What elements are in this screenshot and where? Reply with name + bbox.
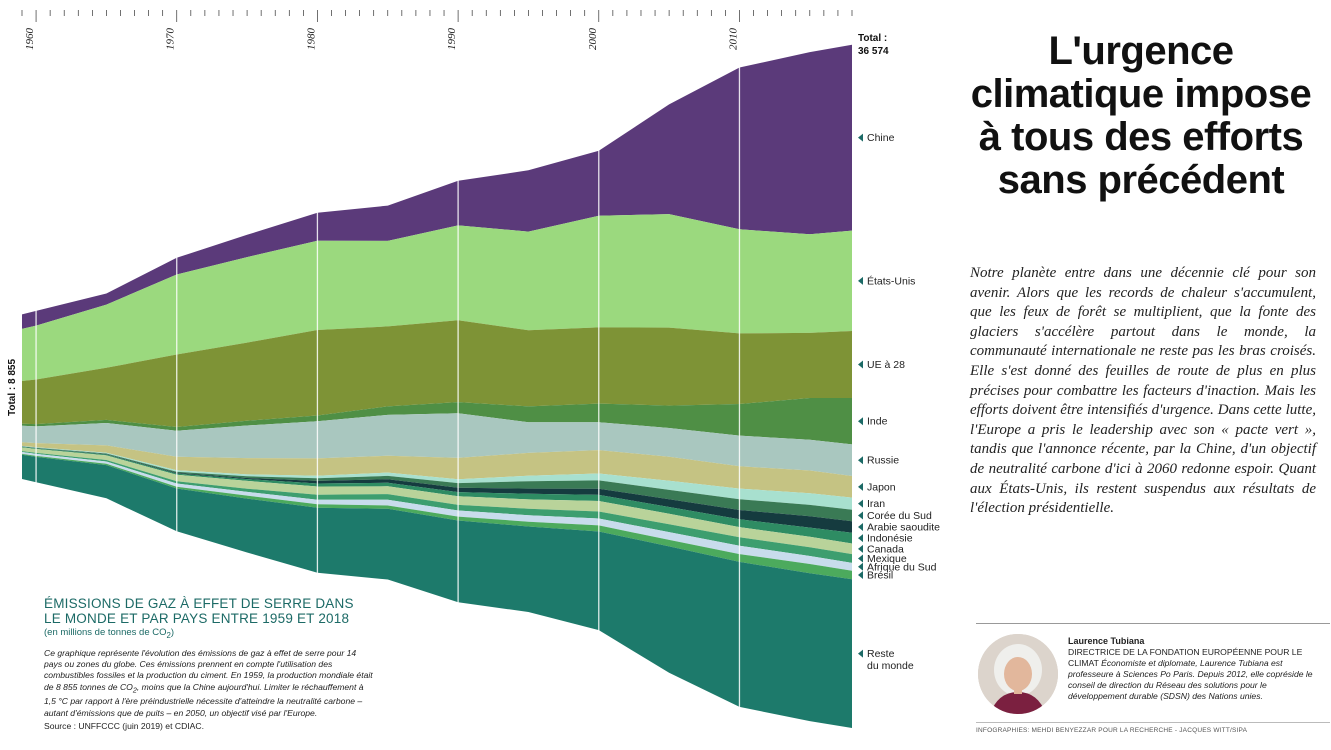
series-label-text: Japon (867, 481, 896, 493)
label-pointer-icon (858, 562, 863, 571)
area-br-sil (22, 453, 852, 580)
author-role: DIRECTRICE DE LA FONDATION EUROPÉENNE PO… (1068, 647, 1303, 668)
label-pointer-icon (858, 554, 863, 563)
author-name: Laurence Tubiana (1068, 636, 1145, 646)
series-label: Russie (858, 455, 899, 467)
label-pointer-icon (858, 511, 863, 520)
series-label-text: Inde (867, 416, 888, 428)
author-avatar (978, 634, 1058, 714)
label-pointer-icon (858, 522, 863, 531)
series-label: Afrique du Sud (858, 561, 937, 573)
chart-source: Source : UNFFCCC (juin 2019) et CDIAC. (44, 720, 204, 731)
series-label-text: Arabie saoudite (867, 521, 940, 533)
label-pointer-icon (858, 482, 863, 491)
area-ue-28 (22, 320, 852, 427)
area-afrique-du-sud (22, 452, 852, 571)
area--tats-unis (22, 214, 852, 381)
label-pointer-icon (858, 534, 863, 543)
series-label: Iran (858, 498, 885, 510)
series-label: Mexique (858, 553, 907, 565)
series-label-text: du monde (867, 660, 914, 672)
year-tick-label: 1970 (165, 28, 177, 51)
article-lead: Notre planète entre dans une décennie cl… (970, 265, 1316, 517)
series-label-text: Afrique du Sud (867, 561, 937, 573)
year-tick-label: 1990 (446, 28, 458, 51)
year-tick-label: 1960 (24, 28, 36, 51)
year-tick-label: 2000 (587, 28, 599, 51)
unit-text: (en millions de tonnes de CO (44, 627, 167, 638)
year-tick-label: 1980 (305, 28, 317, 51)
area-canada (22, 447, 852, 555)
series-label: Brésil (858, 569, 893, 581)
author-text: Laurence Tubiana DIRECTRICE DE LA FONDAT… (1068, 636, 1324, 702)
label-pointer-icon (858, 360, 863, 369)
area-russie (22, 413, 852, 476)
series-label: Corée du Sud (858, 510, 932, 522)
label-pointer-icon (858, 570, 863, 579)
chart-description: Ce graphique représente l'évolution des … (44, 648, 374, 719)
label-pointer-icon (858, 544, 863, 553)
series-label-text: Iran (867, 498, 885, 510)
series-label-text: Chine (867, 132, 895, 144)
area-mexique (22, 451, 852, 563)
series-label-text: Russie (867, 455, 899, 467)
article-headline: L'urgence climatique impose à tous des e… (970, 29, 1312, 202)
total-end-value: 36 574 (858, 46, 889, 57)
area-inde (22, 398, 852, 445)
unit-text-end: ) (170, 627, 175, 638)
emissions-stream-chart: 1960 1970 1980 1990 2000 2010 Chine États-Unis… (7, 10, 941, 728)
author-box: Laurence Tubiana DIRECTRICE DE LA FONDAT… (976, 623, 1330, 714)
series-label-text: Brésil (867, 569, 893, 581)
series-label: Arabie saoudite (858, 521, 940, 533)
label-pointer-icon (858, 456, 863, 465)
chart-caption: ÉMISSIONS DE GAZ À EFFET DE SERRE DANS L… (44, 596, 374, 731)
label-pointer-icon (858, 133, 863, 142)
series-label-text: Mexique (867, 553, 907, 565)
chart-unit: (en millions de tonnes de CO2) (44, 627, 374, 640)
area-japon (22, 442, 852, 498)
label-pointer-icon (858, 499, 863, 508)
label-pointer-icon (858, 276, 863, 285)
series-label-text: UE à 28 (867, 359, 905, 371)
area-reste-du-monde (22, 454, 852, 728)
series-label-text: Canada (867, 543, 904, 555)
chart-title: ÉMISSIONS DE GAZ À EFFET DE SERRE DANS L… (44, 596, 354, 626)
description-part-2: , moins que la Chine aujourd'hui. Limite… (44, 681, 364, 718)
author-description: Économiste et diplomate, Laurence Tubian… (1068, 658, 1313, 701)
area-chine (22, 44, 852, 329)
description-subscript: 2 (132, 686, 137, 695)
total-start-label: Total : 8 855 (7, 359, 18, 416)
area-cor-e-du-sud (22, 446, 852, 522)
series-label: Indonésie (858, 533, 913, 545)
series-label-text: Reste (867, 648, 895, 660)
series-label: Japon (858, 481, 896, 493)
description-part-1: Ce graphique représente l'évolution des … (44, 647, 373, 692)
unit-subscript: 2 (166, 630, 171, 640)
series-label: Inde (858, 416, 888, 428)
label-pointer-icon (858, 417, 863, 426)
total-end-label: Total : (858, 33, 887, 44)
label-pointer-icon (858, 649, 863, 658)
infographic-credit: INFOGRAPHIES: MEHDI BENYEZZAR POUR LA RE… (976, 722, 1330, 734)
series-label: Chine (858, 132, 895, 144)
series-label: UE à 28 (858, 359, 905, 371)
year-tick-label: 2010 (727, 28, 739, 51)
area-iran (22, 445, 852, 510)
series-label: États-Unis (858, 274, 915, 287)
series-label: Canada (858, 543, 904, 555)
series-label-text: Corée du Sud (867, 510, 932, 522)
series-label-text: Indonésie (867, 533, 913, 545)
series-label-text: États-Unis (867, 274, 915, 287)
